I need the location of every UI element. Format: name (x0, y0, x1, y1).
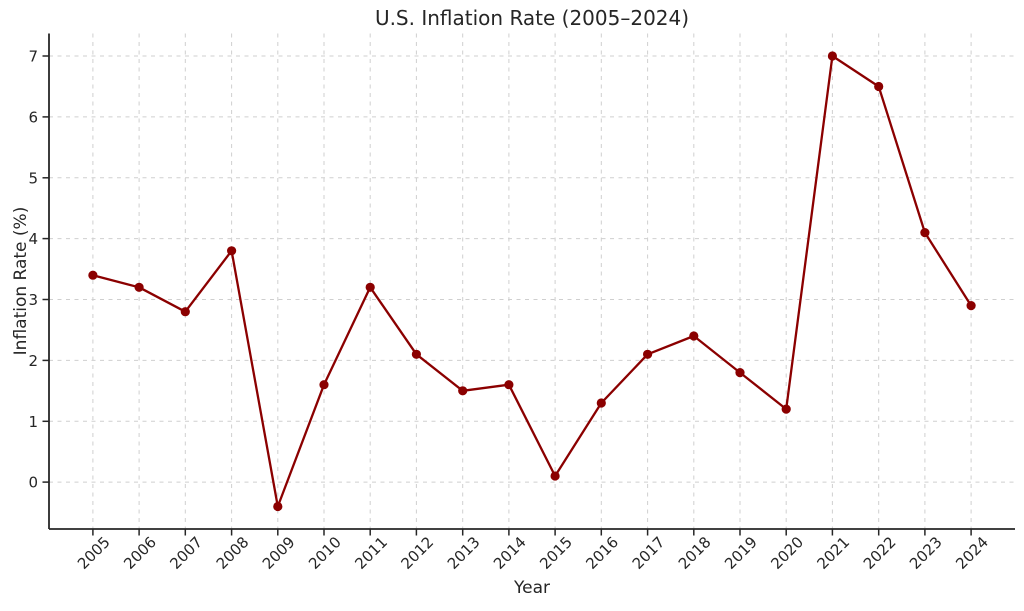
y-tick-label: 3 (28, 291, 38, 309)
data-point (227, 246, 237, 256)
data-point (920, 228, 930, 238)
x-tick-label: 2020 (767, 533, 807, 573)
data-points (88, 51, 976, 512)
data-point (874, 81, 884, 92)
data-point (966, 301, 976, 311)
tick-marks (42, 55, 972, 536)
y-axis-label: Inflation Rate (%) (11, 206, 31, 356)
y-tick-labels: 0 1 2 3 4 5 6 7 (28, 48, 38, 492)
x-tick-label: 2009 (259, 533, 299, 573)
x-tick-label: 2019 (721, 533, 761, 573)
data-point (596, 398, 606, 408)
data-point (643, 349, 653, 359)
x-tick-label: 2014 (490, 533, 530, 573)
gridlines (49, 33, 1015, 529)
y-tick-label: 6 (28, 108, 38, 126)
y-tick-label: 0 (28, 474, 38, 492)
x-axis-label: Year (514, 578, 550, 598)
x-tick-label: 2021 (813, 533, 853, 573)
data-point (319, 380, 329, 390)
x-tick-label: 2011 (351, 533, 391, 573)
x-tick-label: 2012 (397, 533, 437, 573)
data-point (411, 349, 421, 359)
data-point (134, 282, 144, 292)
x-tick-label: 2016 (582, 533, 622, 573)
x-tick-label: 2018 (675, 533, 715, 573)
data-point (781, 404, 791, 414)
y-tick-label: 2 (28, 352, 38, 370)
data-point (88, 270, 98, 280)
inflation-line (91, 54, 973, 508)
x-tick-label: 2022 (860, 533, 900, 573)
x-tick-label: 2010 (305, 533, 345, 573)
y-tick-label: 7 (28, 48, 38, 66)
x-tick-label: 2007 (166, 533, 206, 573)
y-tick-label: 1 (28, 413, 38, 431)
data-point (550, 471, 560, 481)
x-tick-label: 2023 (906, 533, 946, 573)
data-point (273, 501, 283, 512)
x-tick-label: 2006 (120, 533, 160, 573)
x-tick-label: 2015 (536, 533, 576, 573)
data-point (180, 307, 190, 317)
y-tick-label: 4 (28, 230, 38, 248)
x-tick-labels: 2005 2006 2007 2008 2009 2010 2011 2012 2013 2014… (74, 533, 992, 573)
data-point (458, 386, 468, 396)
x-tick-label: 2005 (74, 533, 114, 573)
x-tick-label: 2013 (444, 533, 484, 573)
data-point (504, 380, 514, 390)
y-tick-label: 5 (28, 169, 38, 187)
x-tick-label: 2008 (213, 533, 253, 573)
axes-spines (48, 33, 1015, 530)
data-point (689, 331, 699, 341)
data-point (735, 368, 745, 378)
x-tick-label: 2017 (629, 533, 669, 573)
data-point (365, 282, 375, 292)
x-tick-label: 2024 (952, 533, 992, 573)
data-point (827, 51, 838, 61)
chart-title: U.S. Inflation Rate (2005–2024) (374, 6, 690, 30)
